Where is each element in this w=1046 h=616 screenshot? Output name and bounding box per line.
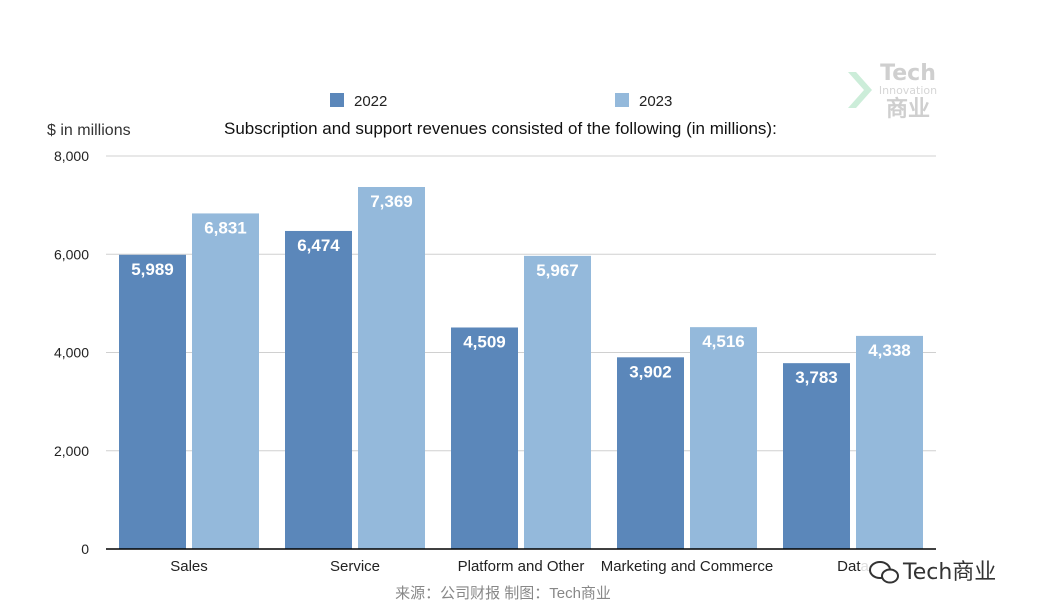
bar-2023: [856, 335, 923, 549]
wechat-label: Tech商业: [902, 560, 996, 585]
legend: 2022 2023: [330, 93, 672, 110]
y-axis-label: $ in millions: [47, 122, 131, 139]
x-tick-label: Service: [330, 558, 380, 575]
bar-2023: [690, 327, 757, 549]
watermark-line3: 商业: [886, 96, 930, 122]
data-label: 6,831: [204, 218, 247, 237]
y-axis-ticks: 0 2,000 4,000 6,000 8,000: [54, 148, 89, 557]
bars: [119, 186, 923, 550]
x-axis-ticks: Sales Service Platform and Other Marketing …: [170, 558, 869, 575]
y-tick-label: 0: [81, 541, 89, 557]
data-label: 5,989: [131, 260, 174, 279]
data-label: 4,509: [463, 332, 506, 351]
watermark-line1: Tech: [880, 61, 936, 86]
data-label: 6,474: [297, 236, 340, 255]
legend-swatch-2022: [330, 93, 344, 107]
bar-2022: [783, 363, 850, 549]
x-tick-label: Sales: [170, 558, 208, 575]
bar-2023: [358, 186, 425, 550]
wechat-badge-bg: [861, 552, 1027, 590]
wechat-badge: Tech商业: [861, 552, 1027, 590]
chart-title: Subscription and support revenues consis…: [224, 119, 777, 138]
data-labels: 5,989 6,831 6,474 7,369 4,509 5,967 3,902 4,516…: [131, 192, 911, 387]
data-label: 5,967: [536, 261, 579, 280]
y-tick-label: 8,000: [54, 148, 89, 164]
legend-label-2023: 2023: [639, 93, 672, 110]
watermark-logo: Tech Innovation 商业: [848, 61, 937, 122]
y-tick-label: 4,000: [54, 345, 89, 361]
data-label: 4,338: [868, 341, 911, 360]
data-label: 3,783: [795, 368, 838, 387]
y-tick-label: 2,000: [54, 443, 89, 459]
legend-swatch-2023: [615, 93, 629, 107]
data-label: 7,369: [370, 192, 413, 211]
data-label: 3,902: [629, 362, 672, 381]
bar-2022: [617, 357, 684, 549]
x-tick-label: Platform and Other: [458, 558, 585, 575]
bar-2023: [192, 213, 259, 549]
bar-2022: [119, 254, 186, 549]
wechat-icon: [869, 561, 899, 584]
bar-2023: [524, 255, 591, 549]
watermark-arrow-icon: [848, 72, 872, 108]
bar-2022: [451, 327, 518, 549]
source-note: 来源：公司财报 制图：Tech商业: [395, 585, 611, 602]
y-tick-label: 6,000: [54, 246, 89, 262]
legend-label-2022: 2022: [354, 93, 387, 110]
data-label: 4,516: [702, 332, 745, 351]
bar-2022: [285, 230, 352, 549]
watermark-line2: Innovation: [879, 84, 937, 97]
x-tick-label: Marketing and Commerce: [601, 558, 774, 575]
